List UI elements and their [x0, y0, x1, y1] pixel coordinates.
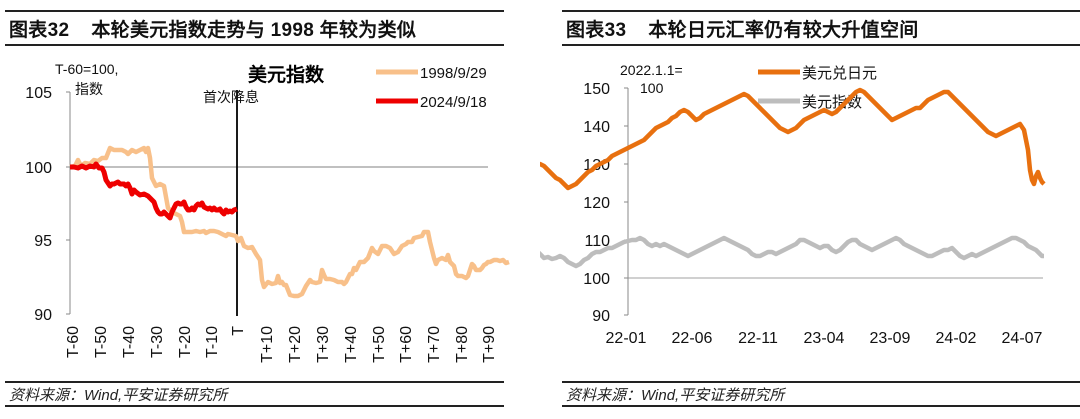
series-1998-line	[69, 145, 510, 299]
unit-label-line2: 100	[640, 80, 664, 96]
first-rate-cut-label: 首次降息	[203, 89, 259, 105]
left-figure-panel: 图表32 本轮美元指数走势与 1998 年较为类似 105 100 95 90 T…	[5, 10, 510, 407]
right-figure-panel: 图表33 本轮日元汇率仍有较大升值空间 150 140 130 120 110 1…	[540, 0, 1080, 419]
x-tick: T-50	[93, 326, 110, 358]
y-tick-100: 100	[583, 271, 610, 288]
x-tick: 22-06	[672, 330, 713, 347]
x-tick: T+70	[426, 326, 443, 363]
right-figure-title: 图表33 本轮日元汇率仍有较大升值空间	[566, 15, 919, 42]
series-dollar-index-line	[540, 235, 1045, 269]
x-tick: 22-01	[606, 330, 647, 347]
x-tick: T+20	[287, 326, 304, 363]
right-figure-caption: 本轮日元汇率仍有较大升值空间	[648, 20, 919, 41]
legend-label-2024: 2024/9/18	[420, 94, 487, 111]
right-source-note: 资料来源：Wind,平安证券研究所	[566, 387, 785, 404]
y-tick-110: 110	[584, 233, 610, 250]
unit-label-line1: T-60=100,	[55, 61, 118, 77]
right-figure-number: 图表33	[566, 20, 627, 41]
right-chart: 150 140 130 120 110 100 90 2022.1.1= 100…	[540, 62, 1046, 347]
left-figure-number: 图表32	[9, 20, 70, 41]
x-tick: T	[230, 326, 247, 336]
y-tick-105: 105	[25, 85, 52, 102]
left-figure-title-bar: 图表32 本轮美元指数走势与 1998 年较为类似	[5, 10, 504, 46]
x-tick: 24-07	[1002, 330, 1043, 347]
x-tick: 22-11	[738, 330, 778, 347]
legend-label-usdjpy: 美元兑日元	[802, 65, 877, 82]
x-tick: 23-04	[804, 330, 845, 347]
x-tick: T+30	[315, 326, 332, 363]
y-tick-100: 100	[25, 160, 52, 177]
y-tick-150: 150	[583, 81, 610, 98]
x-tick: T+90	[481, 326, 498, 363]
y-tick-120: 120	[583, 195, 610, 212]
right-source-bar: 资料来源：Wind,平安证券研究所	[562, 381, 1080, 407]
right-figure-title-bar: 图表33 本轮日元汇率仍有较大升值空间	[562, 10, 1080, 46]
x-tick: T+50	[371, 326, 388, 363]
x-tick: T+60	[398, 326, 415, 363]
y-tick-90: 90	[592, 308, 610, 325]
x-tick: 23-09	[870, 330, 911, 347]
left-chart: 105 100 95 90 T-60=100, 指数 首次降息 美元指数 199…	[25, 61, 510, 363]
legend-label-1998: 1998/9/29	[420, 65, 487, 82]
series-usdjpy-line	[540, 87, 1046, 191]
x-tick: T+10	[259, 326, 276, 363]
series-2024-line	[70, 161, 238, 221]
x-tick: T-10	[204, 326, 221, 358]
x-tick: T-20	[177, 326, 194, 358]
left-figure-title: 图表32 本轮美元指数走势与 1998 年较为类似	[9, 15, 416, 42]
unit-label-line2: 指数	[75, 81, 103, 97]
left-figure-caption: 本轮美元指数走势与 1998 年较为类似	[91, 20, 417, 41]
x-tick: T+80	[454, 326, 471, 363]
x-tick: T-30	[149, 326, 166, 358]
left-source-note: 资料来源：Wind,平安证券研究所	[9, 387, 228, 404]
y-tick-90: 90	[34, 307, 52, 324]
x-tick: T-60	[65, 326, 82, 358]
y-tick-140: 140	[583, 119, 610, 136]
unit-label-line1: 2022.1.1=	[620, 62, 683, 78]
x-axis-labels: T-60 T-50 T-40 T-30 T-20 T-10 T T+10 T+2…	[65, 326, 498, 363]
chart-title-dollar-index: 美元指数	[248, 63, 325, 86]
left-source-bar: 资料来源：Wind,平安证券研究所	[5, 381, 504, 407]
y-tick-95: 95	[34, 233, 52, 250]
x-tick: T+40	[343, 326, 360, 363]
x-tick: 24-02	[936, 330, 977, 347]
x-tick: T-40	[121, 326, 138, 358]
